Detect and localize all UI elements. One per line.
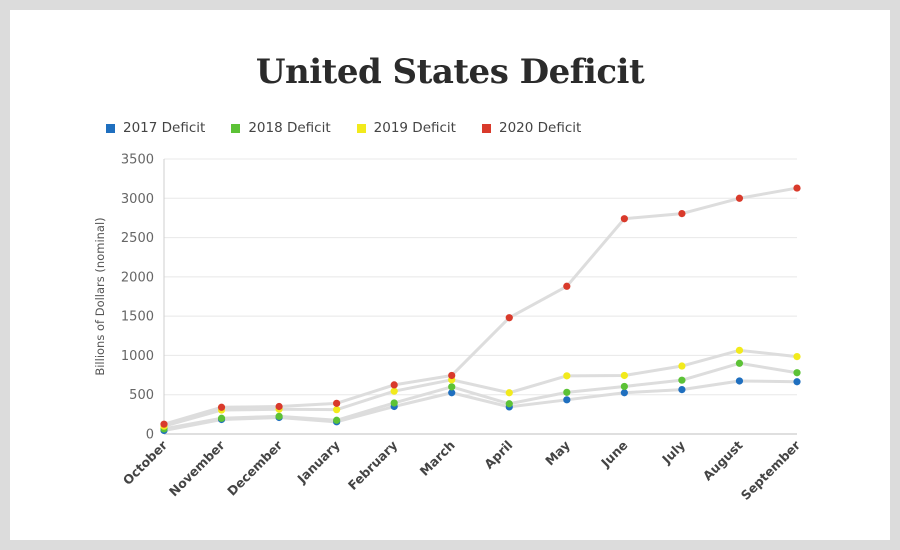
data-point <box>793 378 801 386</box>
x-tick-label: August <box>700 438 746 484</box>
data-point <box>448 389 456 397</box>
data-point <box>563 388 571 396</box>
legend-label: 2020 Deficit <box>498 120 582 136</box>
data-point <box>333 416 341 424</box>
legend-swatch <box>356 123 366 133</box>
y-tick-label: 2000 <box>121 270 154 285</box>
legend-label: 2018 Deficit <box>248 120 331 136</box>
data-point <box>793 353 801 361</box>
series-line <box>163 361 798 431</box>
y-tick-label: 2500 <box>121 231 154 246</box>
data-point <box>563 396 571 404</box>
legend-item[interactable]: 2020 Deficit <box>481 120 582 136</box>
x-tick-label: January <box>294 438 343 487</box>
data-point <box>735 194 744 202</box>
legend-item[interactable]: 2017 Deficit <box>106 120 205 136</box>
y-tick-label: 1000 <box>121 349 154 364</box>
x-tick-label: April <box>481 438 515 472</box>
data-point <box>735 359 744 367</box>
legend-label: 2019 Deficit <box>373 120 456 136</box>
x-tick-label: September <box>738 437 804 503</box>
data-point <box>563 372 571 380</box>
data-point <box>333 399 341 407</box>
legend-swatch <box>231 123 241 133</box>
data-point <box>793 184 801 192</box>
data-point <box>620 382 628 391</box>
x-tick-label: November <box>166 437 228 499</box>
x-tick-label: February <box>345 438 400 493</box>
legend-swatch <box>106 123 115 133</box>
data-point <box>275 412 283 420</box>
chart-title: United States Deficit <box>255 52 645 92</box>
data-point <box>678 210 686 218</box>
y-axis-label: Billions of Dollars (nominal) <box>93 217 107 375</box>
data-point <box>735 377 744 385</box>
data-point <box>275 402 283 411</box>
data-point <box>793 369 801 377</box>
legend-item[interactable]: 2018 Deficit <box>231 120 331 136</box>
data-point <box>390 399 398 407</box>
data-point <box>563 282 571 290</box>
x-tick-label: May <box>542 438 573 469</box>
data-point <box>620 371 628 380</box>
data-point <box>505 400 513 408</box>
data-point <box>448 371 456 380</box>
x-tick-label: October <box>120 437 171 488</box>
data-point <box>678 386 686 394</box>
y-tick-label: 3500 <box>121 153 154 168</box>
data-point <box>678 362 686 370</box>
data-point <box>390 381 398 389</box>
data-point <box>620 389 628 397</box>
series-line <box>163 348 798 428</box>
data-point <box>505 314 513 322</box>
x-tick-label: March <box>417 438 458 479</box>
y-tick-label: 0 <box>146 428 154 443</box>
x-tick-label: June <box>597 438 630 471</box>
data-point <box>505 389 513 397</box>
x-tick-label: December <box>224 437 286 499</box>
data-point <box>620 215 628 223</box>
data-point <box>448 383 456 391</box>
data-point <box>735 346 744 354</box>
y-tick-label: 1500 <box>121 310 154 325</box>
legend-item[interactable]: 2019 Deficit <box>356 120 456 136</box>
data-point <box>333 406 341 414</box>
data-point <box>390 387 398 395</box>
data-point <box>678 376 686 384</box>
series-line <box>163 186 798 426</box>
chart-card: United States Deficit 2017 Deficit 2018 D… <box>10 10 890 540</box>
data-point <box>217 403 226 411</box>
legend-label: 2017 Deficit <box>123 120 206 136</box>
x-tick-label: July <box>658 438 688 468</box>
data-point <box>160 420 168 428</box>
y-tick-label: 3000 <box>121 192 154 207</box>
y-tick-label: 500 <box>129 388 154 403</box>
chart-legend: 2017 Deficit 2018 Deficit 2019 Deficit 2020… <box>106 120 581 136</box>
legend-swatch <box>481 123 491 133</box>
data-point <box>217 414 226 422</box>
